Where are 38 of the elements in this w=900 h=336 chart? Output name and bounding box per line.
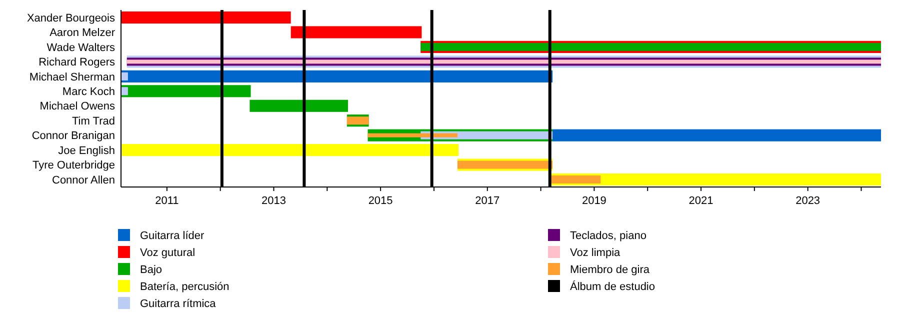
legend-label: Álbum de estudio [570, 280, 655, 293]
bar [121, 87, 128, 96]
y-tick-label: Tyre Outerbridge [32, 160, 115, 172]
y-tick-label: Michael Sherman [29, 71, 115, 84]
x-tick-label: 2021 [688, 195, 714, 207]
bar [121, 72, 128, 80]
legend-label: Bajo [140, 264, 162, 276]
y-tick-label: Joe English [58, 144, 115, 157]
y-tick-label: Richard Rogers [38, 56, 116, 69]
legend-label: Voz gutural [140, 246, 196, 259]
legend-label: Teclados, piano [570, 230, 646, 242]
bar [121, 144, 459, 156]
bar [121, 70, 553, 82]
bar [121, 85, 251, 98]
legend-label: Guitarra rítmica [140, 298, 217, 310]
y-tick-label: Michael Owens [40, 100, 116, 113]
legend-label: Voz limpia [570, 246, 622, 259]
y-tick-label: Aaron Melzer [50, 27, 116, 40]
y-tick-label: Marc Koch [62, 86, 115, 98]
x-tick-label: 2023 [796, 195, 820, 207]
y-tick-label: Wade Walters [46, 42, 116, 54]
legend-label: Batería, percusión [140, 280, 230, 293]
y-tick-label: Xander Bourgeois [26, 12, 116, 24]
x-tick-label: 2015 [368, 195, 393, 207]
y-tick-label: Tim Trad [72, 115, 115, 128]
bar [121, 11, 291, 24]
bar [250, 100, 348, 112]
bar [552, 129, 881, 142]
y-tick-label: Connor Branigan [32, 130, 115, 142]
y-tick-label: Connor Allen [52, 174, 115, 186]
x-tick-label: 2017 [475, 195, 500, 207]
legend-label: Miembro de gira [570, 264, 650, 276]
legend-label: Guitarra líder [140, 230, 205, 242]
x-tick-label: 2013 [262, 195, 286, 207]
x-tick-label: 2019 [582, 195, 606, 207]
bar [551, 175, 601, 184]
x-tick-label: 2011 [155, 195, 179, 207]
bar [290, 26, 422, 38]
